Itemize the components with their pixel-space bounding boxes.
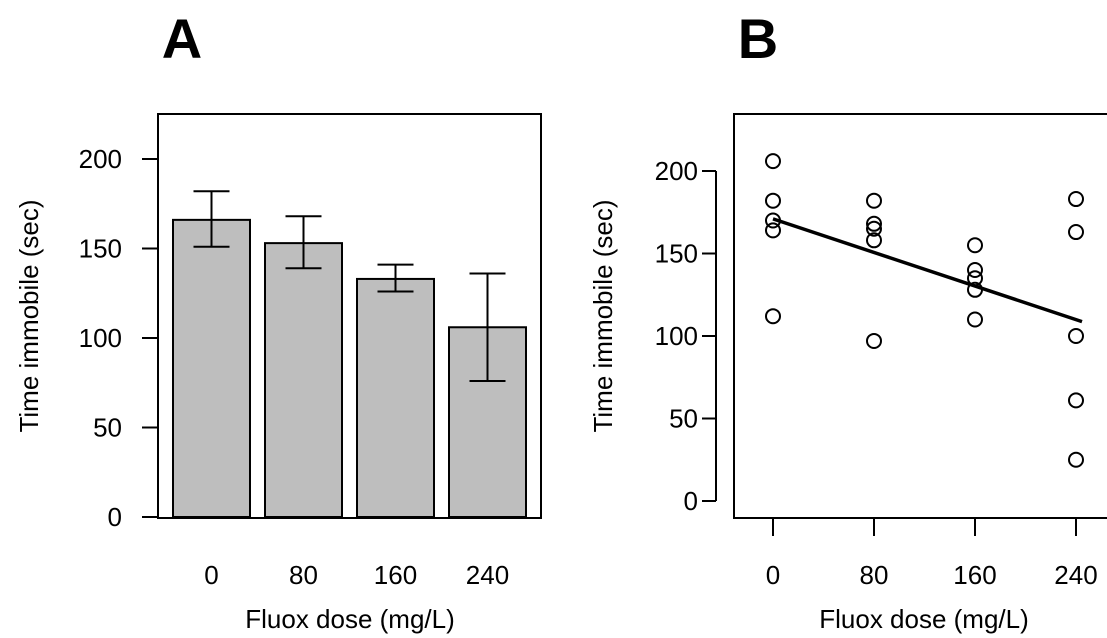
data-point [866,192,882,209]
panel-b-x-axis-title: Fluox dose (mg/L) [819,604,1029,634]
panel-b-y-axis-title: Time immobile (sec) [588,199,618,432]
x-tick-label-80: 80 [860,560,889,590]
panel-a-y-axis: 0 50 100 150 200 [79,144,158,532]
x-tick-label-160: 160 [374,560,417,590]
fit-line [772,217,1083,324]
y-tick-label-0: 0 [684,486,698,516]
data-point [1068,328,1084,344]
data-point [967,262,983,278]
x-tick-label-160: 160 [953,560,996,590]
panel-a-letter: A [162,7,202,70]
data-point [765,222,781,239]
data-point [866,232,882,249]
y-tick-label-150: 150 [79,234,122,264]
panel-a-plot-box [157,113,542,519]
y-tick-label-200: 200 [655,156,698,186]
data-point [1068,392,1084,409]
bar-160 [356,277,435,518]
panel-a-error-bars [193,190,506,382]
data-point [765,192,781,209]
y-tick-label-100: 100 [655,321,698,351]
x-tick-label-80: 80 [289,560,318,590]
y-tick-label-150: 150 [655,239,698,269]
x-tick-label-0: 0 [204,560,218,590]
panel-a: A 0 50 100 150 200 0 80 160 240 Fluox dose (mg/… [14,7,542,634]
panel-a-x-tick-labels: 0 80 160 240 [204,560,509,590]
data-point [866,332,882,349]
x-tick-label-240: 240 [1054,560,1097,590]
panel-a-x-axis-title: Fluox dose (mg/L) [245,604,455,634]
panel-b-x-axis: 0 80 160 240 [766,518,1098,590]
panel-b-fit-line-group [772,217,1083,324]
data-point [765,153,781,170]
data-point [1068,451,1084,468]
panel-a-y-axis-title: Time immobile (sec) [14,199,44,432]
y-tick-label-200: 200 [79,144,122,174]
y-tick-label-0: 0 [108,502,122,532]
bar-80 [264,242,343,518]
panel-b-plot-box [733,113,1107,519]
y-tick-label-50: 50 [93,413,122,443]
y-tick-label-100: 100 [79,323,122,353]
panel-b-points [765,153,1084,468]
data-point [866,215,882,232]
panel-b-y-axis: 0 50 100 150 200 [655,156,717,516]
y-tick-label-50: 50 [669,404,698,434]
panel-b-letter: B [738,7,778,70]
data-point [967,311,983,328]
panel-a-bars [172,218,527,519]
panel-b: B 0 50 100 150 200 0 80 160 240 Fluox dose (mg/… [588,7,1107,634]
data-point [967,237,983,254]
data-point [1068,191,1084,208]
data-point [765,308,781,325]
x-tick-label-240: 240 [466,560,509,590]
data-point [866,220,882,237]
data-point [1068,224,1084,241]
x-tick-label-0: 0 [766,560,780,590]
bar-0 [172,218,251,519]
